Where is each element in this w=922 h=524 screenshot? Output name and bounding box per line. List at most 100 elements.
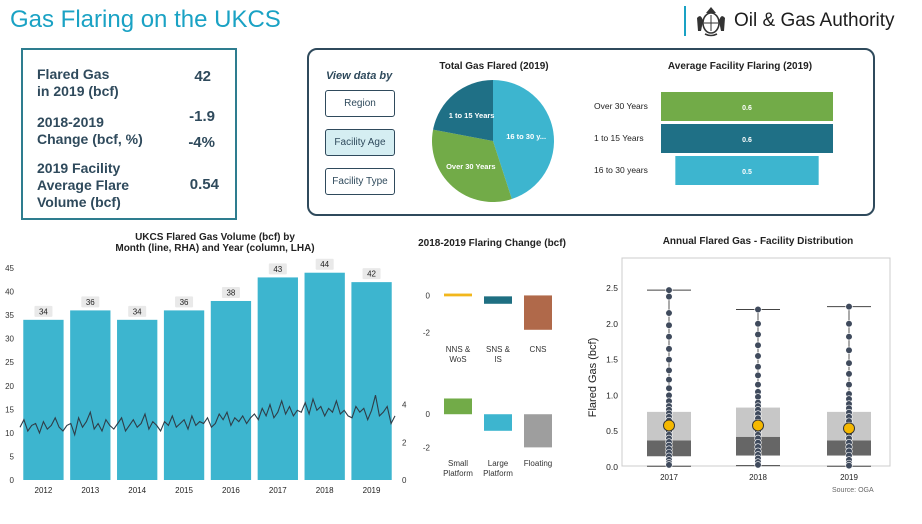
avg-bar-label: 0.6	[742, 105, 752, 112]
volume-bar-label-bg	[362, 268, 381, 280]
volume-y2-tick: 0	[402, 476, 407, 485]
view-by-region-button[interactable]: Region	[325, 90, 395, 117]
change-y-tick: 0	[426, 291, 431, 300]
volume-x-tick: 2017	[269, 486, 287, 495]
change-y-tick: -2	[423, 329, 431, 338]
avg-bar-category: 1 to 15 Years	[594, 133, 644, 143]
volume-chart-title: UKCS Flared Gas Volume (bcf) by Month (l…	[80, 232, 350, 254]
dist-y-tick: 0.5	[606, 426, 618, 436]
avg-bar	[675, 156, 819, 185]
dist-mean-marker	[752, 419, 764, 432]
volume-bar-label: 42	[367, 270, 376, 279]
avg-chart: Over 30 Years 0.6 1 to 15 Years 0.6 16 to 30…	[594, 92, 833, 185]
pie-slice	[432, 129, 512, 202]
dist-point	[845, 303, 853, 311]
volume-x-tick: 2015	[175, 486, 193, 495]
change-x-tick: Small	[448, 459, 468, 468]
change-x-tick: NNS &	[446, 345, 471, 354]
volume-y-tick: 20	[5, 382, 14, 391]
facility-panel	[307, 48, 875, 216]
dist-point	[665, 376, 673, 384]
volume-bar-label-bg	[268, 263, 287, 275]
logo-divider	[684, 6, 686, 36]
pie-slice-label: Over 30 Years	[446, 162, 496, 171]
avg-bar-label: 0.5	[742, 169, 752, 176]
avg-bar-label: 0.6	[742, 137, 752, 144]
volume-y-tick: 25	[5, 358, 14, 367]
volume-bar-label: 44	[320, 260, 329, 269]
kpi-card: Flared Gas in 2019 (bcf) 42 2018-2019 Ch…	[21, 48, 237, 220]
dist-point	[665, 384, 673, 392]
volume-x-tick: 2016	[222, 486, 240, 495]
dist-point	[754, 371, 762, 379]
kpi-value-flared-gas: 42	[194, 68, 211, 85]
volume-chart-title-line: UKCS Flared Gas Volume (bcf) by	[135, 232, 295, 243]
volume-bar-label: 34	[133, 307, 142, 316]
kpi-label-line: 2019 Facility	[37, 160, 121, 176]
change-x-tick: Platform	[443, 469, 473, 478]
volume-chart-title-line: Month (line, RHA) and Year (column, LHA)	[115, 243, 315, 254]
pie-slice	[493, 80, 554, 200]
volume-y-tick: 40	[5, 288, 14, 297]
kpi-label-line: in 2019 (bcf)	[37, 83, 119, 99]
volume-x-tick: 2018	[316, 486, 334, 495]
volume-bar-label-bg	[175, 296, 194, 308]
dist-point	[665, 309, 673, 317]
view-by-facility-age-button[interactable]: Facility Age	[325, 129, 395, 156]
volume-x-tick: 2012	[35, 486, 53, 495]
change-x-tick: Large	[488, 459, 509, 468]
dist-y-tick: 1.5	[606, 355, 618, 365]
dist-y-tick: 1.0	[606, 390, 618, 400]
kpi-label-line: Average Flare	[37, 177, 130, 193]
dist-point	[845, 359, 853, 367]
change-x-tick: Platform	[483, 469, 513, 478]
volume-x-tick: 2013	[81, 486, 99, 495]
dist-point	[754, 341, 762, 349]
volume-bar	[304, 272, 345, 480]
pie-slice-label: 1 to 15 Years	[449, 111, 495, 120]
kpi-label-average: 2019 Facility Average Flare Volume (bcf)	[37, 160, 129, 211]
volume-bar-label: 36	[180, 298, 189, 307]
change-bar	[524, 295, 552, 330]
dist-point	[754, 320, 762, 328]
kpi-value-average: 0.54	[189, 176, 219, 193]
kpi-label-line: Flared Gas	[37, 66, 110, 82]
volume-y2-tick: 4	[402, 401, 407, 410]
dist-point	[754, 330, 762, 339]
kpi-label-change: 2018-2019 Change (bcf, %)	[37, 114, 143, 148]
dist-point	[845, 461, 853, 470]
volume-bar-label-bg	[221, 286, 240, 298]
volume-y-tick: 35	[5, 311, 14, 320]
change-bar	[444, 398, 472, 415]
avg-bar	[661, 92, 833, 121]
volume-bar-label-bg	[128, 305, 147, 317]
dist-point	[665, 366, 673, 374]
view-by-facility-type-button[interactable]: Facility Type	[325, 168, 395, 195]
volume-bar	[257, 277, 298, 480]
royal-crest-icon	[697, 7, 725, 37]
change-bar	[444, 293, 472, 297]
volume-bar-label: 36	[86, 298, 95, 307]
dist-point	[665, 461, 673, 469]
volume-bar	[23, 319, 64, 480]
change-x-tick: IS	[494, 355, 502, 364]
volume-y2-tick: 2	[402, 438, 407, 447]
change-bar	[484, 414, 512, 431]
volume-y-tick: 30	[5, 335, 14, 344]
change-x-tick: WoS	[449, 355, 466, 364]
kpi-label-line: 2018-2019	[37, 114, 104, 130]
kpi-label-line: Change (bcf, %)	[37, 131, 143, 147]
dist-chart-title: Annual Flared Gas - Facility Distributio…	[662, 236, 854, 247]
dist-point	[845, 346, 853, 354]
dist-mean-marker	[663, 419, 675, 432]
dist-point	[845, 381, 853, 389]
change-x-tick: CNS	[530, 345, 547, 354]
volume-monthly-line	[19, 395, 396, 437]
dist-point	[665, 345, 673, 353]
dist-point	[845, 333, 853, 341]
change-x-tick: Floating	[524, 459, 552, 468]
volume-x-tick: 2014	[128, 486, 146, 495]
pie-chart: 16 to 30 y... Over 30 Years 1 to 15 Years	[432, 80, 554, 202]
volume-y-tick: 45	[5, 264, 14, 273]
